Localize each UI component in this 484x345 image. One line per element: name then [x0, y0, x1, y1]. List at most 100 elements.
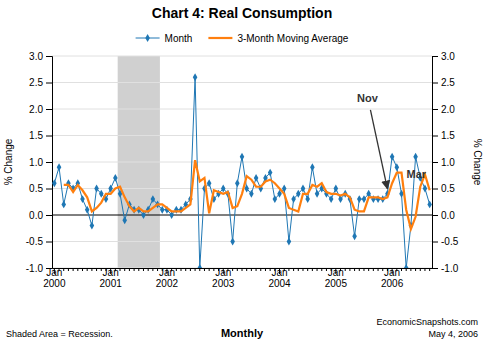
tick [129, 268, 130, 271]
tick: 2.0 [432, 104, 455, 115]
tick [349, 268, 350, 271]
point [423, 185, 428, 193]
tick-mark [251, 268, 252, 271]
tick [354, 268, 355, 271]
tick: Jan2002 [156, 267, 179, 289]
point [254, 174, 259, 182]
point [404, 264, 409, 268]
tick-mark [373, 268, 374, 271]
tick-mark [432, 242, 438, 243]
tick-mark [129, 268, 130, 271]
legend-item: 3-Month Moving Average [208, 33, 348, 44]
tick [251, 268, 252, 271]
tick-mark [204, 268, 205, 271]
tick-label: Jan2006 [381, 267, 404, 289]
tick-mark [359, 268, 360, 271]
tick-mark [46, 83, 52, 84]
tick-mark [143, 268, 144, 271]
annotation: Mar [407, 168, 427, 180]
tick: 0.5 [29, 183, 52, 194]
tick-mark [185, 268, 186, 271]
tick-mark [415, 268, 416, 271]
tick: Jan2001 [100, 267, 123, 289]
tick [237, 268, 238, 271]
tick [152, 268, 153, 271]
tick-mark [307, 268, 308, 271]
tick-mark [59, 268, 60, 271]
tick-label: 1.0 [441, 157, 455, 168]
tick [120, 268, 121, 271]
tick-mark [354, 268, 355, 271]
footer: May 4, 2006 [428, 329, 478, 339]
point [268, 169, 273, 177]
point [395, 163, 400, 171]
tick [373, 268, 374, 271]
tick-mark [406, 268, 407, 271]
annotation: Nov [357, 92, 379, 104]
tick-label: Jan2002 [156, 267, 179, 289]
tick-mark [302, 268, 303, 271]
tick-label: 1.0 [29, 157, 43, 168]
tick-mark [293, 268, 294, 271]
tick-mark [410, 268, 411, 271]
tick [302, 268, 303, 271]
tick-mark [429, 268, 430, 271]
tick-label: -0.5 [441, 236, 459, 247]
zero-line [52, 215, 432, 216]
tick [77, 268, 78, 271]
tick-mark [209, 268, 210, 271]
tick-mark [420, 268, 421, 271]
tick [406, 268, 407, 271]
tick-mark [152, 268, 153, 271]
tick-mark [432, 109, 438, 110]
point [362, 195, 367, 203]
tick-mark [46, 162, 52, 163]
y-axis: -1.0-0.50.00.51.01.52.02.53.0 [26, 51, 53, 274]
point [240, 153, 245, 161]
point [296, 190, 301, 198]
tick [265, 268, 266, 271]
tick [96, 268, 97, 271]
tick-mark [46, 109, 52, 110]
tick-mark [396, 268, 397, 271]
point [221, 185, 226, 193]
tick [420, 268, 421, 271]
tick-label: 2.0 [29, 104, 43, 115]
tick-label: Jan2004 [268, 267, 291, 289]
tick-mark [227, 268, 228, 271]
tick-mark [124, 268, 125, 271]
tick [410, 268, 411, 271]
tick-mark [148, 268, 149, 271]
tick [260, 268, 261, 271]
tick [288, 268, 289, 271]
tick [73, 268, 74, 271]
tick [321, 268, 322, 271]
point [291, 195, 296, 203]
tick-mark [432, 215, 438, 216]
footer: Monthly [221, 327, 264, 339]
point [305, 195, 310, 203]
tick-mark [321, 268, 322, 271]
legend-label: Month [165, 33, 193, 44]
tick: 2.0 [29, 104, 52, 115]
tick [307, 268, 308, 271]
tick-mark [96, 268, 97, 271]
tick [87, 268, 88, 271]
tick [115, 268, 116, 271]
point [151, 195, 156, 203]
tick: 0.0 [432, 210, 455, 221]
tick [378, 268, 379, 271]
tick-label: Jan2003 [212, 267, 235, 289]
tick [181, 268, 182, 271]
tick [429, 268, 430, 271]
point [310, 163, 315, 171]
tick-mark [401, 268, 402, 271]
annotation-arrow [370, 110, 387, 189]
tick-mark [317, 268, 318, 271]
tick-mark [195, 268, 196, 271]
tick-mark [312, 268, 313, 271]
tick [124, 268, 125, 271]
tick-label: 2.5 [29, 77, 43, 88]
tick [176, 268, 177, 271]
tick [148, 268, 149, 271]
